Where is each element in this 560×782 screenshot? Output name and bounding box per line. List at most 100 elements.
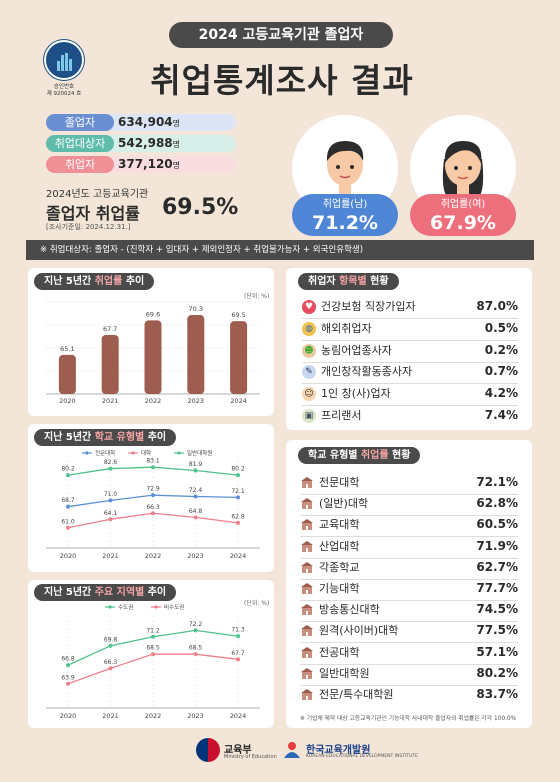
data-point [108, 466, 113, 471]
bar-value-label: 69.6 [146, 310, 160, 318]
bar-2023 [187, 315, 205, 394]
trend-panel: 65.1 2020 67.7 2021 69.6 2022 70.3 2023 69.5 2024 [28, 268, 274, 416]
school-row: 교육대학 60.5% [300, 516, 518, 538]
data-point [151, 493, 155, 498]
school-type-label: 기능대학 [319, 582, 360, 595]
bar-2024 [230, 321, 248, 394]
item-row: ☻ 농림어업종사자 0.2% [302, 342, 518, 363]
data-label: 67.7 [231, 650, 245, 657]
legend-label: 수도권 [118, 603, 133, 611]
item-row: ☺ 1인 창(사)업자 4.2% [302, 385, 518, 407]
data-label: 71.2 [146, 627, 160, 634]
item-value: 4.2% [484, 386, 518, 401]
female-rate-badge: 취업률(여) 67.9% [410, 194, 516, 236]
data-label: 71.3 [231, 627, 245, 634]
data-label: 64.1 [104, 510, 118, 517]
item-label: 개인창작활동종사자 [321, 365, 413, 379]
school-row: 전문/특수대학원 83.7% [300, 686, 518, 703]
data-label: 62.8 [231, 513, 245, 520]
x-tick-label: 2022 [145, 552, 162, 560]
data-label: 72.2 [189, 621, 203, 628]
type-panel: 2020 2021 2022 2023 2024 전문대학 대학 일반대학원 68.7 71.0 7… [28, 424, 274, 572]
data-point [66, 681, 70, 686]
region-panel: 2020 2021 2022 2023 2024 수도권 비수도권 66.8 69.8 71.2 7… [28, 580, 274, 728]
school-row: 각종학교 62.7% [300, 559, 518, 580]
school-row: 원격(사이버)대학 77.5% [300, 622, 518, 644]
items-panel [286, 268, 532, 430]
school-type-label: 각종학교 [319, 560, 360, 574]
moe-english-name: Ministry of Education [224, 754, 277, 760]
item-value: 0.5% [484, 320, 518, 335]
x-tick-label: 2024 [230, 397, 247, 405]
school-building-icon [301, 477, 313, 488]
data-label: 71.0 [104, 491, 118, 498]
school-row: 일반대학원 80.2% [300, 665, 518, 686]
data-label: 72.1 [231, 488, 245, 495]
overall-subtitle: 2024년도 고등교육기관 [46, 189, 149, 200]
item-value: 87.0% [476, 299, 518, 313]
school-type-label: 전문대학 [319, 476, 360, 489]
trend-panel-title: 지난 5년간 취업률 추이 [34, 273, 155, 290]
data-point [193, 628, 198, 633]
items-panel-title: 취업자 항목별 현황 [298, 273, 399, 290]
school-type-label: 산업대학 [319, 539, 360, 553]
school-type-rate: 57.1% [476, 644, 518, 659]
school-type-rate: 72.1% [476, 475, 518, 489]
x-tick-label: 2020 [60, 712, 77, 720]
school-type-label: 교육대학 [319, 518, 360, 532]
survey-date: [조사기준일: 2024.12.31.] [46, 223, 131, 231]
school-type-label: (일반)대학 [319, 497, 369, 511]
legend-marker [131, 451, 135, 455]
data-point [236, 473, 240, 478]
school-panel [286, 440, 532, 728]
x-tick-label: 2023 [188, 397, 205, 405]
x-tick-label: 2021 [102, 397, 119, 405]
school-type-rate: 62.7% [476, 559, 518, 574]
school-type-rate: 83.7% [476, 687, 518, 701]
school-type-rate: 74.5% [476, 602, 518, 617]
data-label: 72.4 [189, 487, 203, 494]
x-tick-label: 2023 [187, 712, 204, 720]
item-row: ◍ 해외취업자 0.5% [302, 320, 518, 341]
item-label: 1인 창(사)업자 [321, 387, 391, 401]
school-row: 기능대학 77.7% [300, 580, 518, 601]
data-label: 80.2 [61, 466, 75, 473]
x-tick-label: 2023 [187, 552, 204, 560]
data-point [193, 468, 198, 473]
data-point [66, 663, 70, 668]
legend-marker [177, 451, 181, 455]
school-type-trend-chart: 2020 2021 2022 2023 2024 전문대학 대학 일반대학원 68.7 71.0 7… [46, 449, 260, 560]
school-building-icon [301, 689, 313, 700]
data-label: 66.8 [61, 656, 75, 663]
school-building-icon [301, 561, 313, 573]
x-tick-label: 2022 [145, 397, 162, 405]
freelancer-icon: ▣ [302, 409, 316, 423]
school-building-icon [301, 519, 313, 531]
school-row: 전공대학 57.1% [300, 644, 518, 665]
x-tick-label: 2021 [102, 712, 119, 720]
legend-label: 일반대학원 [187, 449, 212, 457]
bar-2020 [58, 354, 76, 394]
data-point [236, 657, 240, 662]
stat-graduates: 634,904명 졸업자 [46, 114, 236, 131]
data-label: 80.2 [231, 466, 245, 473]
school-row: 산업대학 71.9% [300, 538, 518, 559]
school-type-rate: 71.9% [476, 538, 518, 553]
farmer-icon: ☻ [302, 343, 316, 358]
x-tick-label: 2021 [102, 552, 119, 560]
bar-value-label: 70.3 [189, 305, 203, 313]
legend-label: 대학 [141, 449, 151, 457]
school-building-icon [301, 604, 313, 616]
data-point [193, 515, 198, 520]
bar-value-label: 69.5 [231, 311, 245, 319]
statistics-seal-icon [44, 40, 84, 80]
artist-icon: ✎ [302, 365, 316, 380]
data-point [193, 652, 198, 657]
school-type-rate: 62.8% [476, 496, 518, 511]
x-tick-label: 2020 [60, 552, 77, 560]
item-label: 농림어업종사자 [321, 343, 392, 357]
kedi-logo-icon [284, 742, 300, 758]
data-label: 72.9 [146, 486, 160, 493]
item-value: 0.7% [484, 364, 518, 379]
